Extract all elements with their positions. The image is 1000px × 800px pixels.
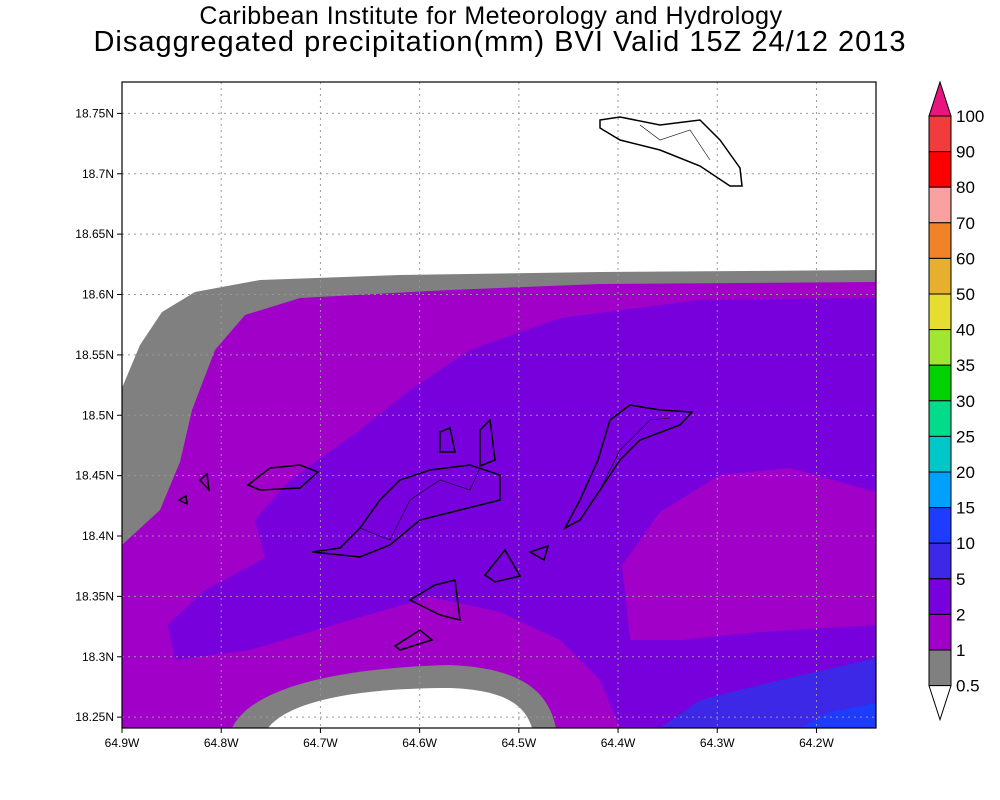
x-tick-label: 64.4W [601,736,636,750]
y-tick-label: 18.55N [75,348,114,362]
colorbar-segment [928,578,952,615]
colorbar-segment [928,115,952,153]
colorbar-segment [928,293,952,331]
colorbar-segment [928,613,952,651]
colorbar-label: 100 [956,107,984,126]
colorbar-over-triangle [928,80,952,117]
island-ginger [528,544,550,562]
island-cooper [483,548,522,583]
island-peter [408,579,461,621]
island-jost-van-dyke [246,464,320,491]
colorbar-label: 10 [956,534,975,553]
colorbar-legend: 100 90 80 70 60 50 40 35 30 25 20 15 10 5 2 1 0.5 [928,80,984,722]
island-great-camanoe [479,418,496,468]
y-tick-label: 18.25N [75,710,114,724]
island-tortola [311,464,501,558]
colorbar-label: 1 [956,641,965,660]
x-axis: 64.9W 64.8W 64.7W 64.6W 64.5W 64.4W 64.3W 64.2W [105,728,834,750]
island-little-thatch [198,472,211,493]
y-tick-label: 18.5N [82,408,114,422]
field-10-15-blue [800,703,876,728]
colorbar-under-triangle [928,685,952,722]
x-tick-label: 64.7W [303,736,338,750]
colorbar-segment [928,364,952,402]
colorbar-label: 90 [956,143,975,162]
colorbar-segment [928,186,952,224]
island-anegada [599,116,743,187]
colorbar-label: 30 [956,392,975,411]
colorbar-label: 15 [956,499,975,518]
y-tick-label: 18.6N [82,288,114,302]
institute-title: Caribbean Institute for Meteorology and … [199,2,783,30]
islands [177,116,743,651]
y-tick-label: 18.7N [82,167,114,181]
colorbar-label: 80 [956,178,975,197]
colorbar-segment [928,649,952,687]
district-boundaries [359,124,711,541]
colorbar-label: 35 [956,356,975,375]
y-tick-label: 18.35N [75,589,114,603]
colorbar-segment [928,542,952,580]
colorbar-label: 60 [956,249,975,268]
colorbar-segment [928,435,952,473]
colorbar-label: 40 [956,321,975,340]
colorbar-label: 0.5 [956,677,980,696]
x-tick-label: 64.9W [105,736,140,750]
colorbar-segment [928,329,952,366]
colorbar-segment [928,151,952,188]
x-tick-label: 64.8W [204,736,239,750]
y-tick-label: 18.75N [75,106,114,120]
x-tick-label: 64.3W [700,736,735,750]
colorbar-label: 5 [956,570,965,589]
plot-frame [121,81,877,729]
y-tick-label: 18.4N [82,529,114,543]
x-tick-label: 64.5W [501,736,536,750]
colorbar-segment [928,471,952,509]
island-guana [439,426,456,453]
y-tick-label: 18.45N [75,469,114,483]
field-1-2-magenta-east [622,468,876,640]
y-tick-label: 18.3N [82,650,114,664]
colorbar-segment [928,507,952,544]
map-title: Disaggregated precipitation(mm) BVI Vali… [93,26,907,58]
colorbar-segment [928,257,952,295]
colorbar-segment [928,400,952,437]
island-norman [393,629,434,651]
island-sandy-cay [177,494,188,506]
colorbar-segment [928,222,952,259]
precip-field [122,82,876,728]
colorbar-label: 20 [956,463,975,482]
field-5-10-blue [660,658,876,728]
colorbar-label: 25 [956,427,975,446]
y-axis: 18.75N 18.7N 18.65N 18.6N 18.55N 18.5N 18.45N 1… [75,106,122,724]
y-tick-label: 18.65N [75,227,114,241]
x-tick-label: 64.6W [402,736,437,750]
field-below-0.5-south [268,688,532,728]
colorbar-label: 50 [956,285,975,304]
colorbar-label: 2 [956,605,965,624]
colorbar-label: 70 [956,214,975,233]
x-tick-label: 64.2W [799,736,834,750]
